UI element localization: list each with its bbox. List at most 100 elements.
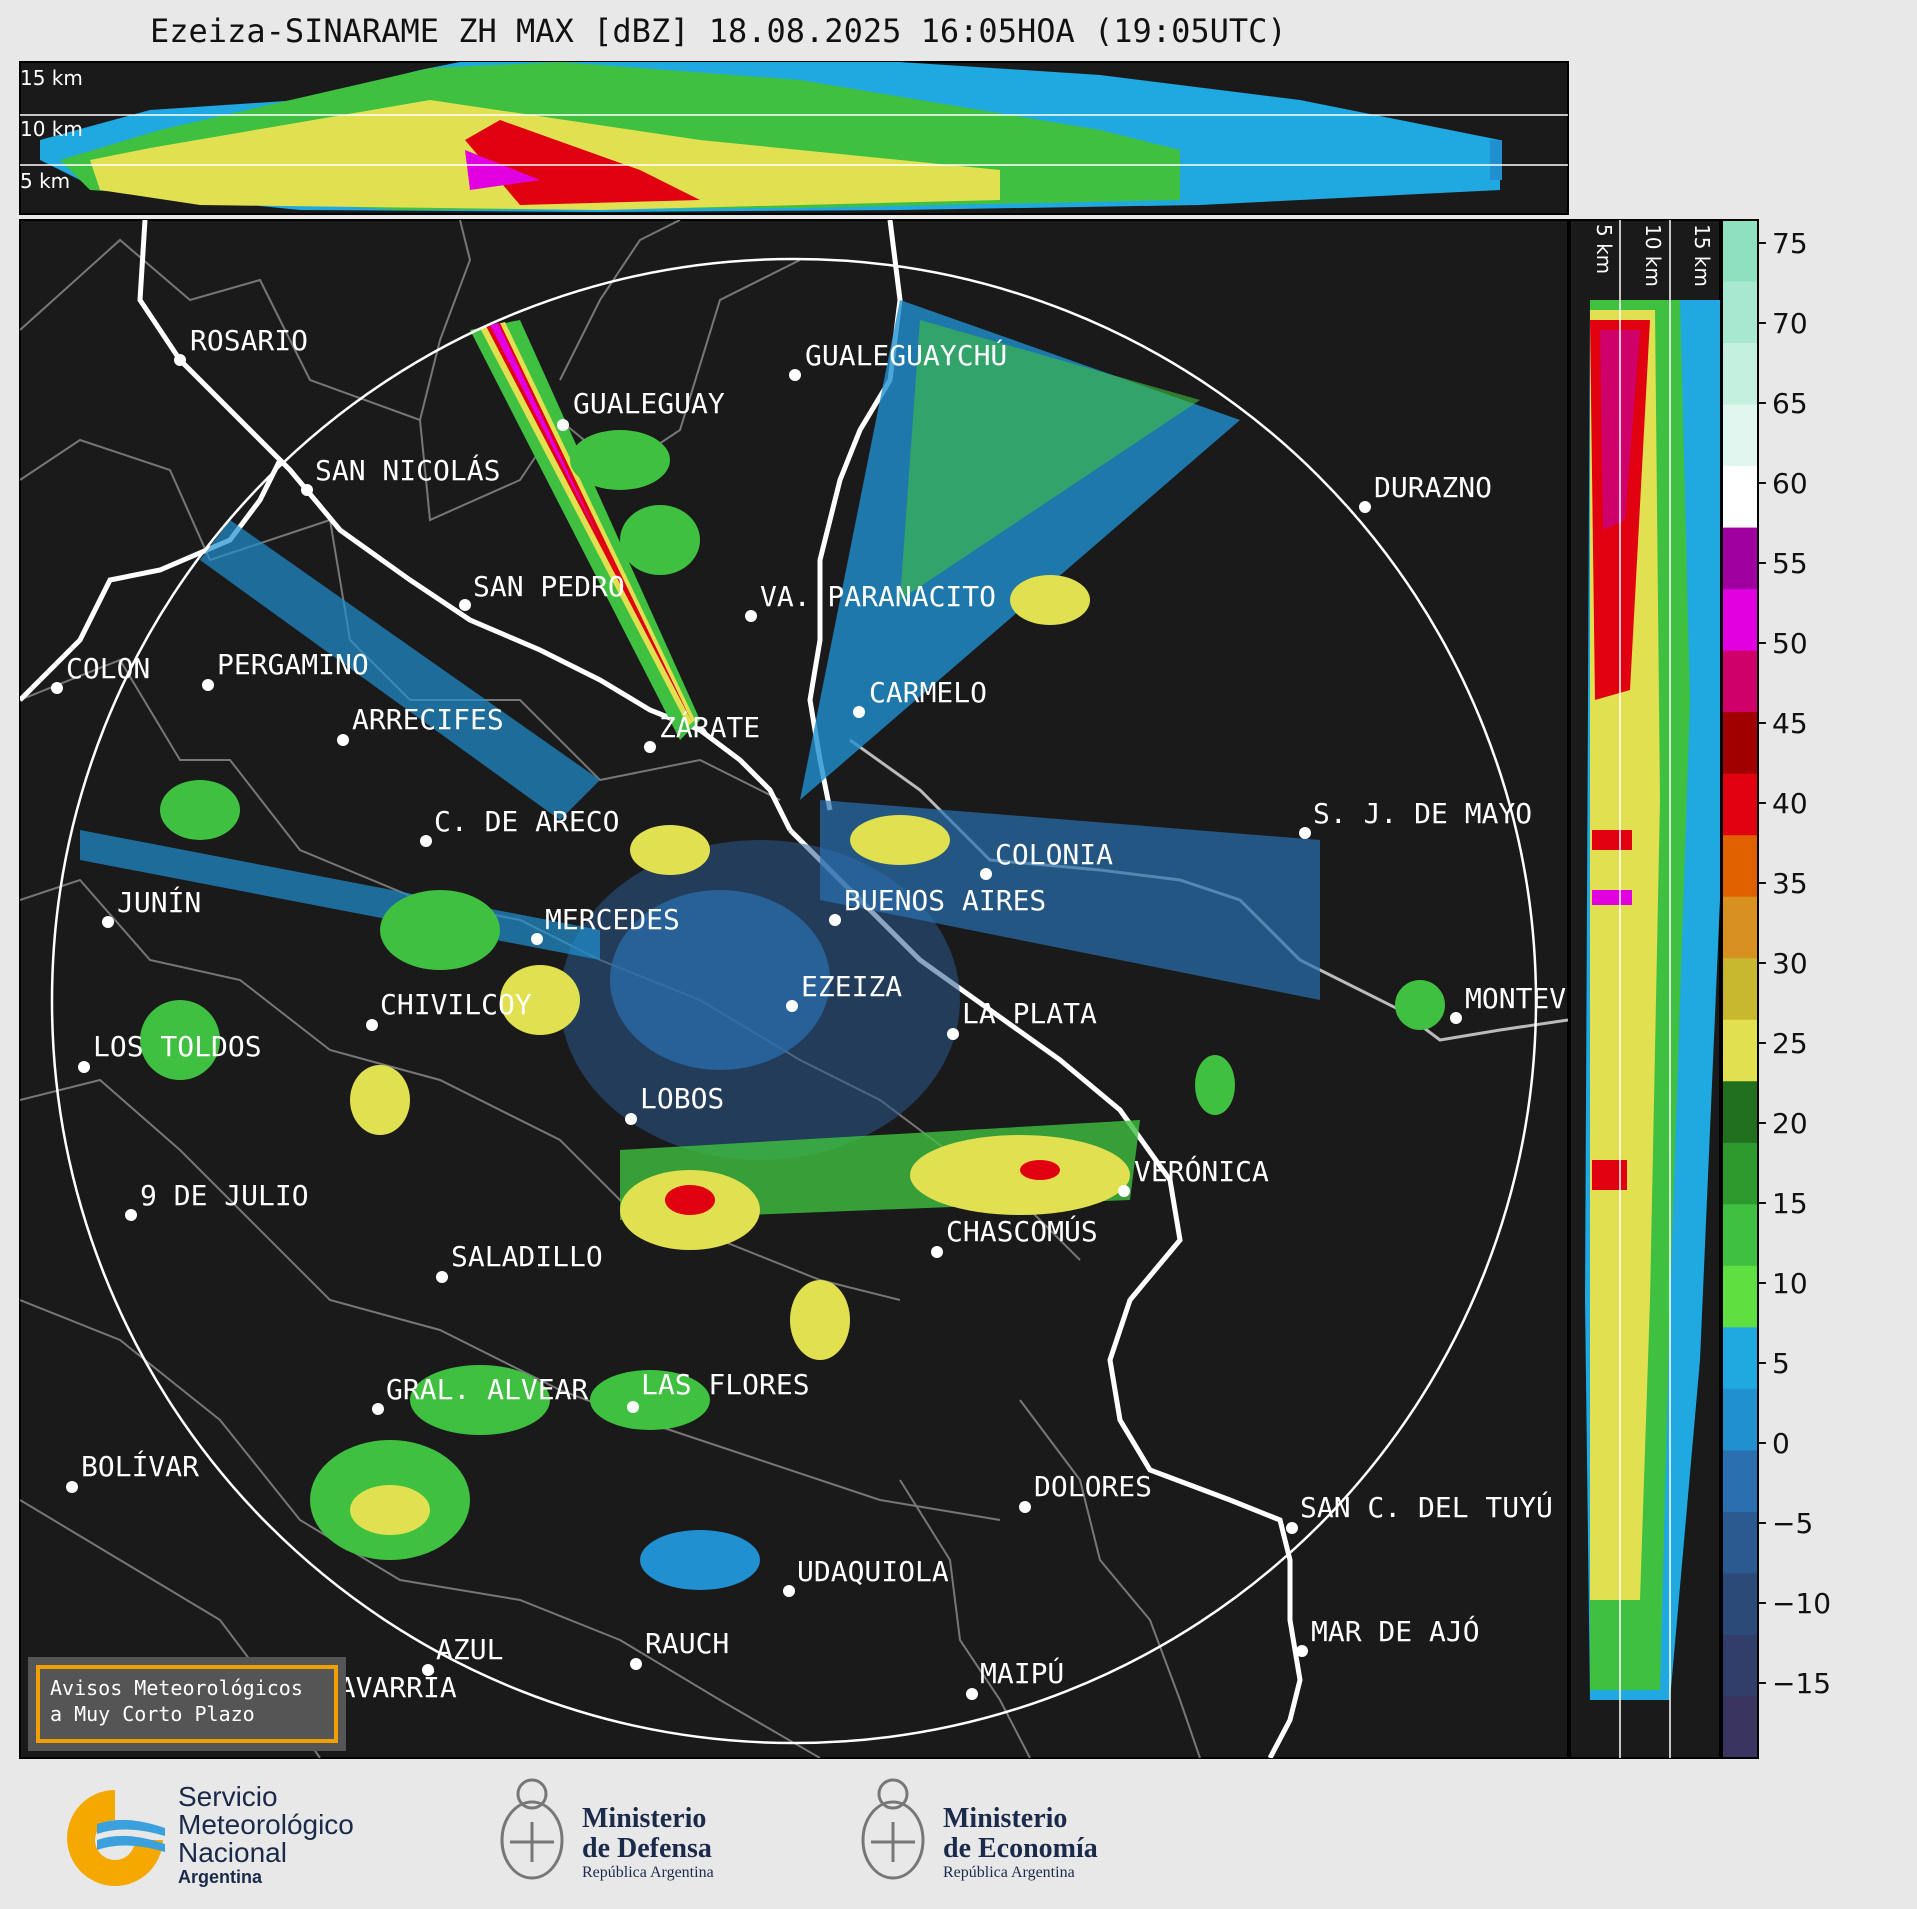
city-label-los-toldos: LOS TOLDOS [93,1030,262,1063]
top-echo-profile [40,62,1502,212]
radar-echoes [80,300,1445,1590]
colorbar-band [1722,712,1758,775]
city-label-9-de-julio: 9 DE JULIO [140,1179,309,1212]
colorbar-tick-label: 55 [1772,547,1808,580]
colorbar-band [1722,1634,1758,1697]
economia-line-2: de Economía [943,1833,1098,1864]
colorbar-tick-label: 70 [1772,307,1808,340]
radar-map-panel: ROSARIO GUALEGUAY GUALEGUAYCHÚ SAN NICOL… [19,219,1634,1759]
city-label-sj-de-mayo: S. J. DE MAYO [1313,797,1532,830]
economia-line-1: Ministerio [943,1803,1068,1834]
city-label-rauch: RAUCH [645,1627,729,1660]
defensa-line-2: de Defensa [582,1833,712,1864]
colorbar-band [1722,835,1758,898]
city-label-veronica: VERÓNICA [1134,1154,1269,1188]
colorbar-tick-label: 15 [1772,1187,1808,1220]
city-label-rosario: ROSARIO [190,324,308,357]
department-boundaries [20,220,1201,1758]
colorbar-tick-label: −15 [1772,1667,1831,1700]
altitude-label-15km: 15 km [20,66,83,90]
colorbar-tick-label: 65 [1772,387,1808,420]
city-label-zarate: ZÁRATE [659,710,760,744]
colorbar-band [1722,958,1758,1021]
colorbar-tick-label: 60 [1772,467,1808,500]
colorbar-band [1722,466,1758,529]
colorbar-band [1722,1327,1758,1390]
colorbar-band [1722,1142,1758,1205]
colorbar-tick-label: 5 [1772,1347,1790,1380]
colorbar-tick-label: −5 [1772,1507,1813,1540]
colorbar-band [1722,1204,1758,1267]
city-label-mar-de-ajo: MAR DE AJÓ [1311,1614,1480,1648]
warning-box-inner: Avisos Meteorológicos a Muy Corto Plazo [36,1665,338,1743]
colorbar-band [1722,1511,1758,1574]
colorbar-tick-label: 50 [1772,627,1808,660]
city-label-carmelo: CARMELO [869,676,987,709]
city-label-gral-alvear: GRAL. ALVEAR [386,1373,588,1406]
side-altitude-label-5km: 5 km [1592,224,1616,274]
colorbar-band [1722,773,1758,836]
colorbar-band [1722,896,1758,959]
colorbar-tick-label: 10 [1772,1267,1808,1300]
colorbar-band [1722,527,1758,590]
city-label-c-de-areco: C. DE ARECO [434,805,619,838]
city-label-dolores: DOLORES [1034,1470,1152,1503]
city-label-ezeiza: EZEIZA [801,970,902,1003]
colorbar-band [1722,281,1758,344]
colorbar-tick-label: 30 [1772,947,1808,980]
city-label-junin: JUNÍN [117,885,201,919]
colorbar-band [1722,1450,1758,1513]
colorbar-tick-label: −10 [1772,1587,1831,1620]
warning-box[interactable]: Avisos Meteorológicos a Muy Corto Plazo [28,1657,346,1751]
colorbar-band [1722,1081,1758,1144]
city-label-arrecifes: ARRECIFES [352,703,504,736]
city-label-maipu: MAIPÚ [980,1656,1064,1690]
colorbar-band [1722,1265,1758,1328]
defensa-shield-icon [500,1778,564,1880]
city-label-la-plata: LA PLATA [962,997,1097,1030]
colorbar-tick-label: 35 [1772,867,1808,900]
defensa-line-1: Ministerio [582,1803,707,1834]
smn-line-2: Meteorológico [178,1809,354,1840]
side-altitude-label-15km: 15 km [1690,224,1714,287]
colorbar-band [1722,220,1758,283]
side-cross-section-panel: 5 km 10 km 15 km [1569,219,1721,1759]
city-label-montevideo: MONTEVIDEO [1465,982,1634,1015]
colorbar-tick-label: 45 [1772,707,1808,740]
colorbar-tick-label: 0 [1772,1427,1790,1460]
warning-line-1: Avisos Meteorológicos [50,1676,303,1700]
altitude-label-10km: 10 km [20,117,83,141]
city-labels: ROSARIO GUALEGUAY GUALEGUAYCHÚ SAN NICOL… [66,324,1634,1704]
city-label-azul: AZUL [436,1633,503,1666]
city-label-bolivar: BOLÍVAR [81,1449,199,1483]
city-label-udaquiola: UDAQUIOLA [797,1555,949,1588]
city-label-saladillo: SALADILLO [451,1240,603,1273]
colorbar-band [1722,1696,1758,1759]
range-ring [50,257,1538,1745]
colorbar-band [1722,404,1758,467]
smn-logo-icon [67,1790,165,1886]
smn-line-3: Nacional [178,1837,287,1868]
smn-line-1: Servicio [178,1781,278,1812]
city-markers [51,354,1462,1714]
colorbar-band [1722,1019,1758,1082]
colorbar-band [1722,1573,1758,1636]
city-label-san-nicolas: SAN NICOLÁS [315,453,500,487]
city-label-gualeguaychu: GUALEGUAYCHÚ [805,338,1007,372]
warning-line-2: a Muy Corto Plazo [50,1702,255,1726]
city-label-gualeguay: GUALEGUAY [573,387,725,420]
top-cross-section-panel: 15 km 10 km 5 km [19,61,1569,215]
city-label-san-c-del-tuyu: SAN C. DEL TUYÚ [1300,1490,1553,1524]
economia-shield-icon [861,1778,925,1880]
city-label-mercedes: MERCEDES [545,903,680,936]
colorbar-band [1722,589,1758,652]
colorbar-tick-label: 40 [1772,787,1808,820]
city-label-lobos: LOBOS [640,1082,724,1115]
city-label-chivilcoy: CHIVILCOY [380,988,532,1021]
colorbar-tick-label: 25 [1772,1027,1808,1060]
city-label-san-pedro: SAN PEDRO [473,570,625,603]
altitude-label-5km: 5 km [20,169,70,193]
colorbar-tick-label: 75 [1772,227,1808,260]
